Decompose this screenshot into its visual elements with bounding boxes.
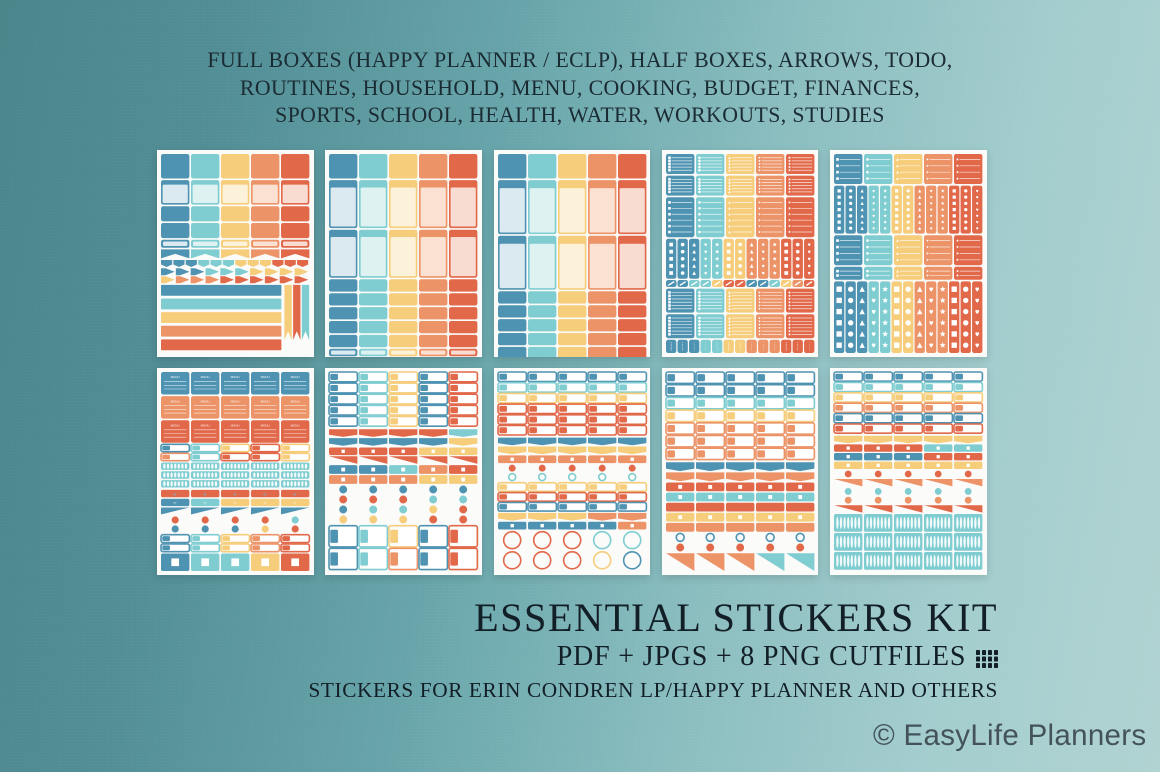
svg-text:MENU: MENU: [231, 399, 240, 403]
svg-text:MENU: MENU: [291, 399, 300, 403]
svg-text:MENU: MENU: [261, 423, 270, 427]
svg-text:🛒: 🛒: [203, 492, 208, 497]
svg-text:🛒: 🛒: [173, 492, 178, 497]
svg-text:🛒: 🛒: [233, 492, 238, 497]
svg-text:🛒: 🛒: [263, 492, 268, 497]
svg-text:MENU: MENU: [171, 423, 180, 427]
svg-text:MENU: MENU: [291, 423, 300, 427]
svg-text:MENU: MENU: [231, 423, 240, 427]
svg-text:MENU: MENU: [171, 399, 180, 403]
svg-text:MENU: MENU: [171, 375, 180, 379]
svg-text:MENU: MENU: [291, 375, 300, 379]
svg-text:MENU: MENU: [231, 375, 240, 379]
svg-text:MENU: MENU: [261, 399, 270, 403]
svg-text:MENU: MENU: [261, 375, 270, 379]
svg-text:MENU: MENU: [201, 399, 210, 403]
svg-text:🛒: 🛒: [293, 492, 298, 497]
svg-text:MENU: MENU: [201, 375, 210, 379]
svg-text:MENU: MENU: [201, 423, 210, 427]
